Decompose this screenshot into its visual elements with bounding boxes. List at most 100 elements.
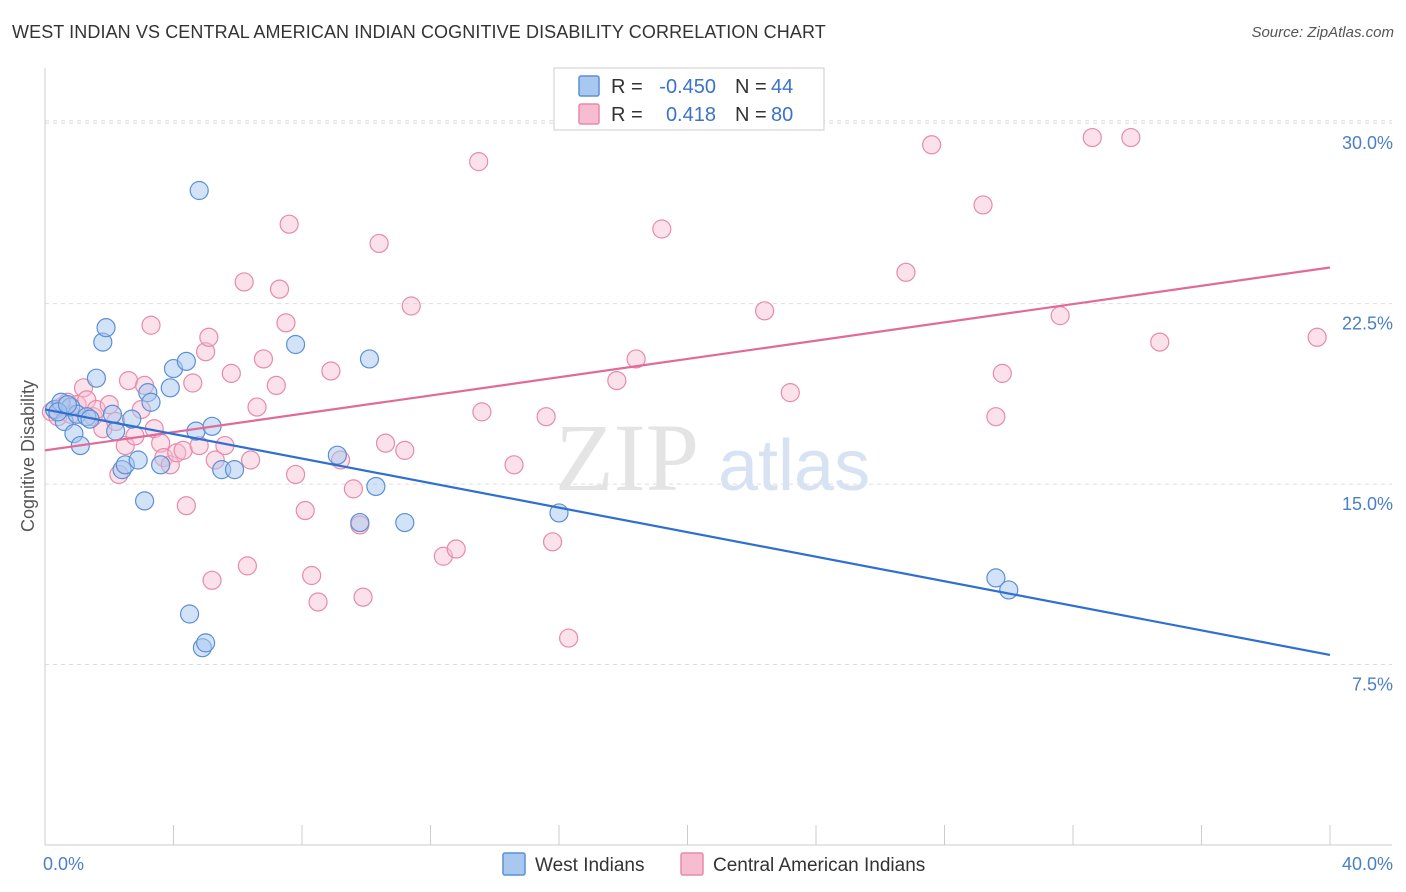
trend-line-west-indians [44, 408, 1331, 656]
gridlines [45, 120, 1392, 666]
data-point [224, 460, 245, 480]
data-point [269, 279, 290, 299]
data-point [536, 407, 556, 427]
data-point [118, 370, 139, 391]
data-point [302, 565, 322, 586]
data-point [151, 455, 171, 475]
data-point [253, 349, 274, 369]
legend-r-value-1: -0.450 [659, 76, 716, 98]
data-point [327, 445, 347, 465]
data-point [1121, 127, 1141, 148]
data-point [652, 219, 672, 239]
data-point [350, 512, 370, 533]
data-point [196, 342, 216, 362]
legend-r-value-2: 0.418 [666, 104, 716, 126]
data-point [96, 318, 116, 338]
y-tick-labels: 7.5% 15.0% 22.5% 30.0% [1342, 133, 1393, 694]
data-point [896, 262, 916, 282]
data-point [134, 491, 155, 511]
legend-r-label-1: R = [611, 76, 643, 98]
data-point [973, 195, 993, 215]
data-point [375, 433, 396, 453]
data-point [183, 373, 203, 393]
data-point [279, 214, 299, 234]
data-point [472, 402, 492, 422]
data-point [754, 301, 775, 321]
y-tick-label: 7.5% [1352, 675, 1393, 695]
data-point [607, 370, 627, 391]
data-point [128, 450, 148, 470]
y-axis-label: Cognitive Disability [18, 380, 38, 532]
data-point [343, 479, 363, 499]
data-point [196, 633, 216, 653]
axes [44, 68, 1392, 846]
data-point [176, 496, 196, 516]
series-west-indians-points [45, 180, 1019, 658]
data-point [504, 455, 524, 475]
data-point [266, 375, 286, 396]
legend-n-label-1: N = [735, 76, 767, 98]
data-point [780, 383, 800, 403]
data-point [176, 351, 196, 371]
data-point [559, 628, 579, 648]
data-point [189, 180, 209, 201]
data-point [999, 580, 1019, 600]
data-point [626, 349, 646, 369]
data-point [179, 604, 200, 624]
data-point [115, 435, 135, 456]
watermark-atlas: atlas [718, 426, 870, 506]
data-point [86, 368, 107, 388]
series-legend-swatch-central-american-indians [680, 852, 704, 876]
trend-lines [44, 266, 1331, 656]
series-legend-swatch-west-indians [502, 852, 526, 876]
data-point [199, 327, 219, 347]
data-point [353, 587, 373, 607]
data-point [321, 361, 341, 381]
y-tick-label: 30.0% [1342, 133, 1393, 153]
data-point [1307, 327, 1327, 347]
data-point [446, 539, 466, 559]
data-point [141, 315, 161, 335]
series-legend-central-american-indians: Central American Indians [713, 855, 925, 876]
correlation-legend: R = -0.450 N = 44 R = 0.418 N = 80 [553, 67, 825, 131]
data-point [241, 450, 261, 470]
data-point [221, 363, 241, 383]
x-tick-labels: 0.0% 40.0% [43, 854, 1393, 874]
data-point [369, 233, 389, 254]
data-point [160, 378, 180, 398]
data-point [141, 392, 161, 412]
data-point [395, 440, 415, 460]
series-central-american-indians-points [41, 127, 1327, 648]
data-point [247, 397, 267, 417]
data-point [401, 296, 421, 316]
data-point [542, 532, 563, 552]
x-tick-label: 40.0% [1342, 854, 1393, 874]
data-point [1082, 127, 1102, 148]
data-point [57, 395, 78, 415]
series-legend-west-indians: West Indians [535, 855, 644, 876]
data-point [469, 152, 489, 172]
data-point [922, 135, 942, 155]
data-point [237, 556, 257, 576]
data-point [173, 440, 193, 460]
legend-n-value-1: 44 [771, 76, 793, 98]
data-point [986, 407, 1006, 427]
data-point [986, 568, 1006, 588]
series-legend: West Indians Central American Indians [502, 852, 925, 876]
data-point [308, 592, 328, 612]
legend-r-label-2: R = [611, 104, 643, 126]
legend-swatch-pink [578, 103, 600, 125]
data-point [285, 464, 306, 485]
chart-title: WEST INDIAN VS CENTRAL AMERICAN INDIAN C… [12, 22, 826, 42]
data-point [359, 349, 380, 369]
data-point [366, 476, 386, 497]
data-point [1050, 306, 1070, 326]
data-point [276, 313, 296, 333]
data-point [73, 378, 94, 398]
data-point [285, 334, 306, 355]
legend-n-label-2: N = [735, 104, 767, 126]
y-tick-label: 15.0% [1342, 494, 1393, 514]
data-point [395, 512, 415, 533]
trend-line-central-american-indians [44, 266, 1331, 452]
